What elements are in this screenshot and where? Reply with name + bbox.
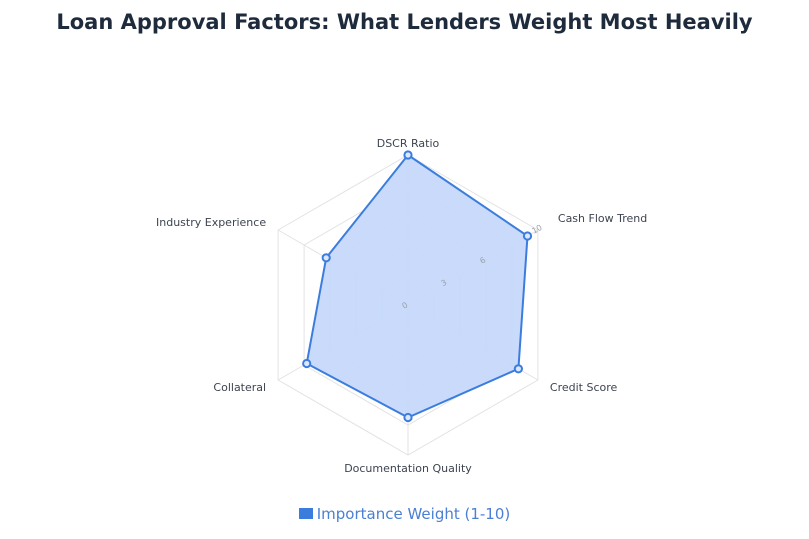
radar-series [302,150,533,423]
radar-axis-labels: DSCR Ratio Cash Flow Trend Credit Score Doc… [156,137,647,475]
legend-swatch [298,508,313,519]
tick-label: 0 [401,300,410,310]
data-point [513,364,524,374]
legend[interactable]: Importance Weight (1-10) [0,505,809,523]
axis-label: DSCR Ratio [377,137,440,150]
tick-label: 6 [478,255,487,265]
tick-label: 3 [440,278,449,288]
axis-label: Collateral [213,381,266,394]
data-point [403,412,413,423]
data-point [321,253,331,263]
axis-label: Documentation Quality [344,462,472,475]
axis-label: Cash Flow Trend [558,212,647,225]
data-point [522,231,533,241]
tick-label: 10 [530,223,543,236]
axis-label: Credit Score [550,381,618,394]
radar-tick-labels: 0 3 6 10 [401,223,544,311]
legend-label: Importance Weight (1-10) [316,505,511,523]
data-point [302,358,312,369]
axis-label: Industry Experience [156,216,266,229]
data-point [403,150,413,160]
chart-title: Loan Approval Factors: What Lenders Weig… [56,10,753,34]
